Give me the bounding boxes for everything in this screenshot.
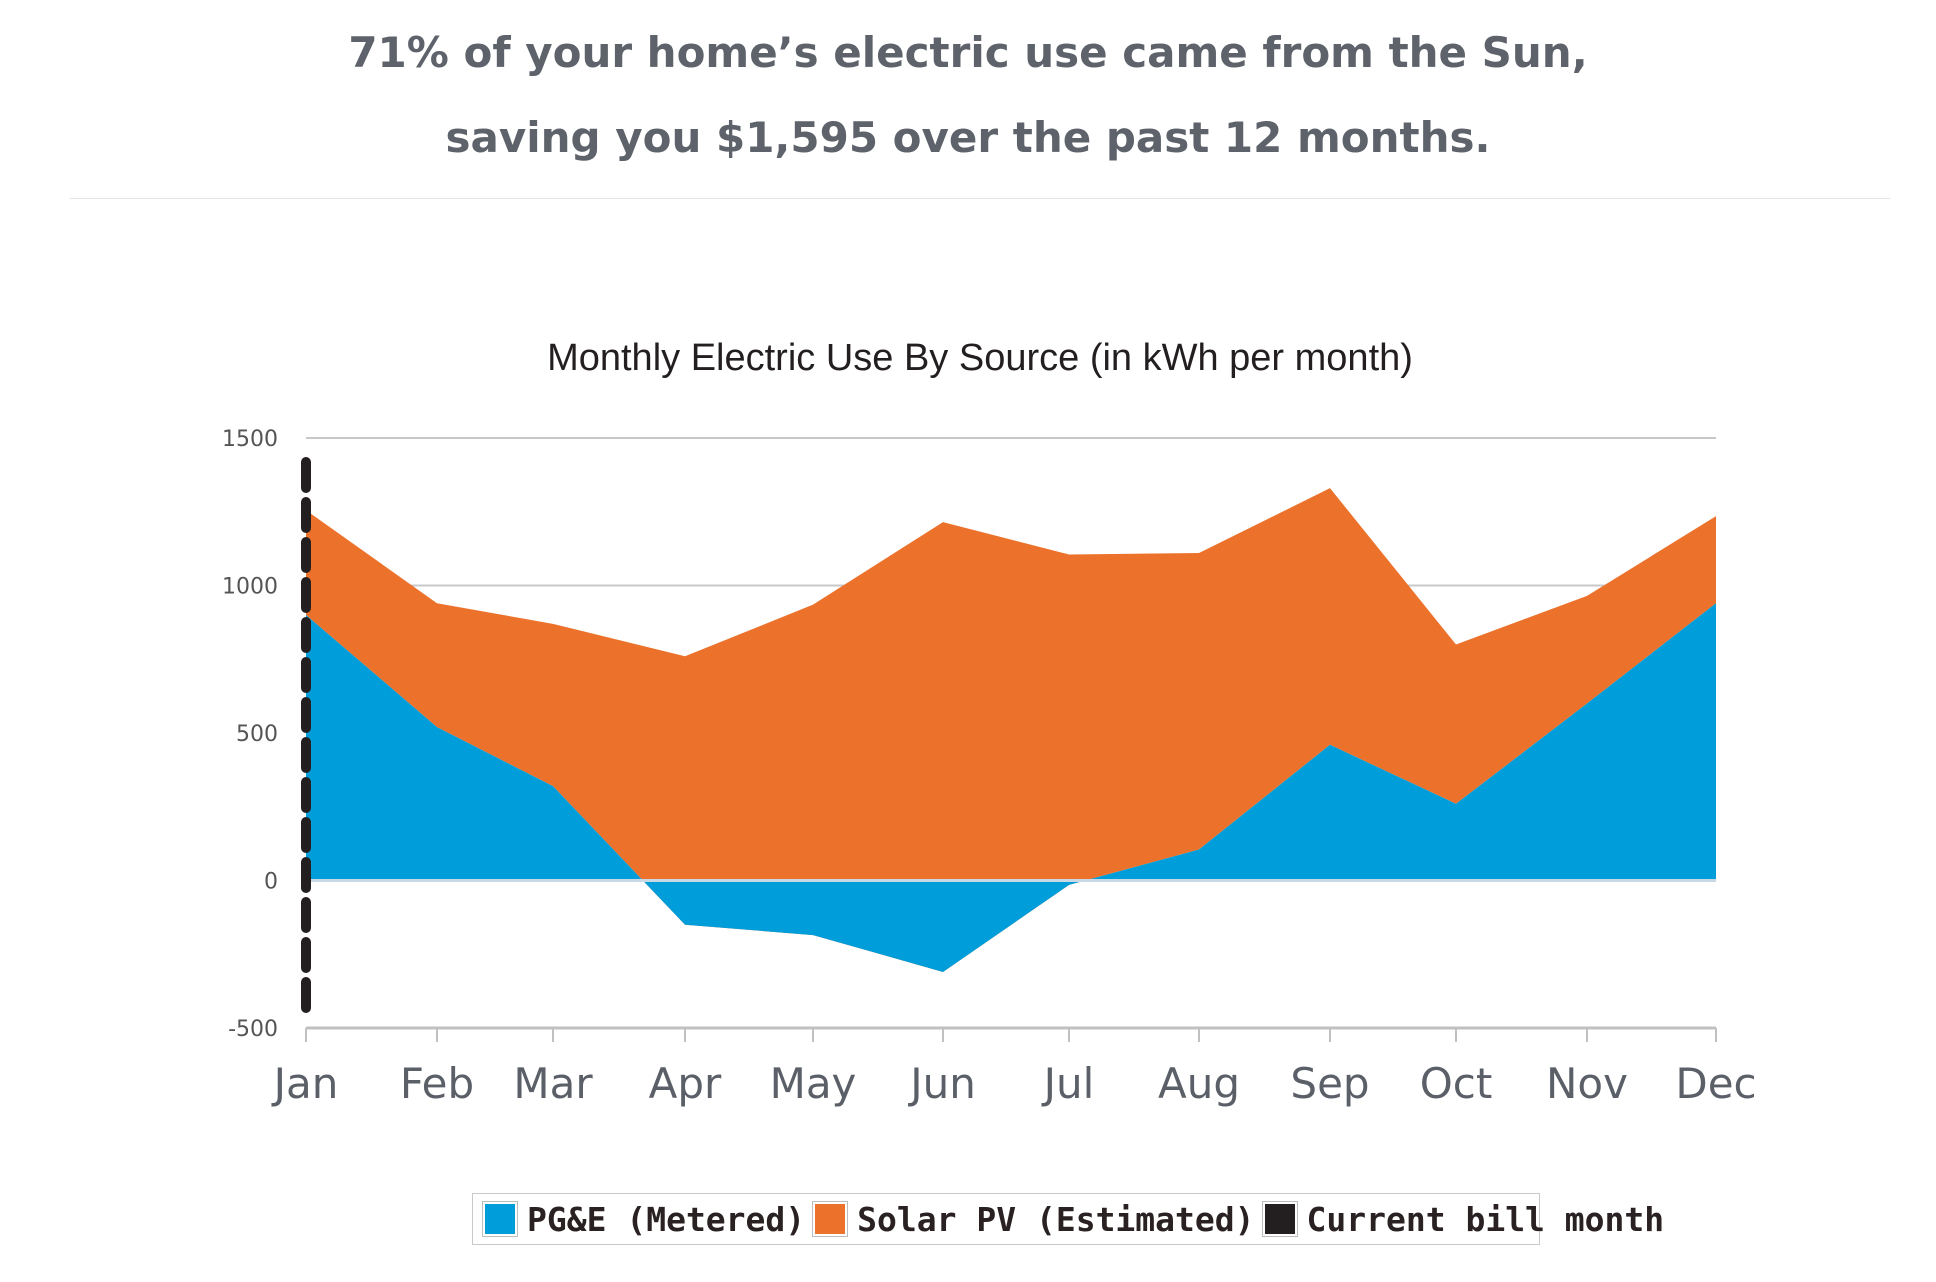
x-tick-label-Nov: Nov — [1546, 1059, 1628, 1108]
headline-line-1: 71% of your home’s electric use came fro… — [348, 28, 1588, 77]
legend-item-solar[interactable]: Solar PV (Estimated) — [812, 1199, 1255, 1239]
y-tick-label-0: 0 — [264, 870, 278, 895]
legend-label-pge: PG&E (Metered) — [527, 1199, 806, 1239]
y-tick-label-1000: 1000 — [222, 575, 278, 600]
legend-item-pge[interactable]: PG&E (Metered) — [482, 1199, 806, 1239]
x-tick-label-Jun: Jun — [907, 1059, 976, 1108]
y-tick-label--500: -500 — [228, 1017, 278, 1042]
x-tick-label-Sep: Sep — [1290, 1059, 1369, 1108]
headline-line-2: saving you $1,595 over the past 12 month… — [445, 113, 1491, 162]
x-tick-label-Oct: Oct — [1420, 1059, 1493, 1108]
x-tick-label-Feb: Feb — [400, 1059, 474, 1108]
legend-swatch-pge — [482, 1201, 518, 1237]
section-divider — [70, 198, 1890, 199]
series-area-solar — [306, 488, 1716, 972]
x-tick-label-Mar: Mar — [513, 1059, 593, 1108]
x-tick-label-Jul: Jul — [1041, 1059, 1095, 1108]
legend-label-current-bill: Current bill month — [1306, 1199, 1665, 1239]
x-tick-label-Dec: Dec — [1675, 1059, 1756, 1108]
chart-title: Monthly Electric Use By Source (in kWh p… — [547, 337, 1413, 379]
legend-item-current-bill[interactable]: Current bill month — [1261, 1199, 1665, 1239]
y-tick-label-500: 500 — [236, 722, 278, 747]
x-tick-label-May: May — [770, 1059, 857, 1108]
x-tick-label-Aug: Aug — [1158, 1059, 1240, 1108]
x-tick-label-Jan: Jan — [271, 1059, 339, 1108]
y-tick-label-1500: 1500 — [222, 427, 278, 452]
x-tick-label-Apr: Apr — [649, 1059, 722, 1108]
chart-legend: PG&E (Metered) Solar PV (Estimated) Curr… — [472, 1193, 1664, 1245]
legend-swatch-solar — [812, 1201, 849, 1237]
legend-label-solar: Solar PV (Estimated) — [857, 1199, 1255, 1239]
legend-swatch-current-bill — [1261, 1201, 1298, 1237]
